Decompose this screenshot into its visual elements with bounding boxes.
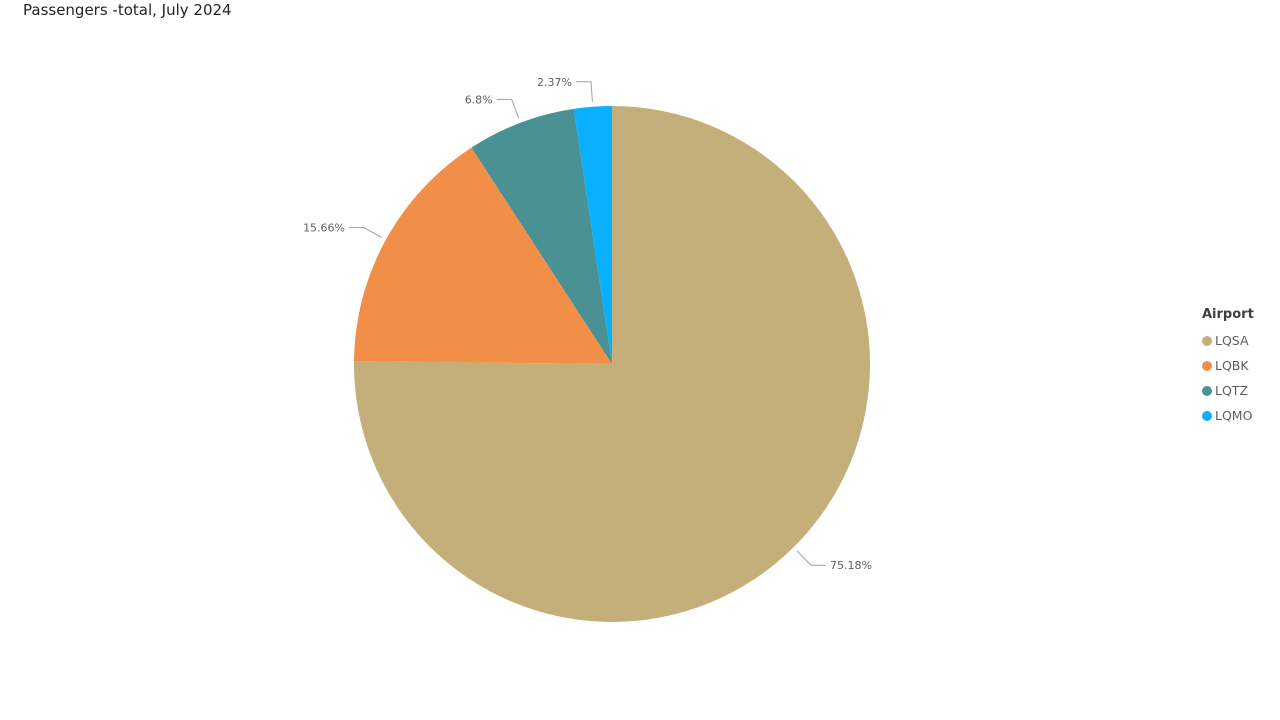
legend-title: Airport bbox=[1202, 307, 1254, 322]
leader-line bbox=[796, 550, 827, 566]
data-label: 2.37% bbox=[537, 76, 572, 89]
pie-slice-lqtz[interactable] bbox=[471, 108, 612, 364]
legend-marker bbox=[1202, 410, 1212, 421]
legend-marker bbox=[1202, 385, 1212, 396]
data-label: 15.66% bbox=[303, 222, 345, 235]
legend-label: LQBK bbox=[1215, 358, 1249, 373]
data-label: 75.18% bbox=[830, 559, 872, 572]
legend-item-lqbk[interactable]: LQBK bbox=[1202, 353, 1254, 378]
leader-line bbox=[575, 81, 593, 102]
chart-title: Passengers -total, July 2024 bbox=[23, 1, 232, 19]
legend-marker bbox=[1202, 335, 1212, 346]
legend-item-lqmo[interactable]: LQMO bbox=[1202, 403, 1254, 428]
pie-slice-lqbk[interactable] bbox=[354, 147, 612, 364]
pie-slice-lqmo[interactable] bbox=[573, 106, 612, 364]
legend-item-lqtz[interactable]: LQTZ bbox=[1202, 378, 1254, 403]
data-label: 6.8% bbox=[465, 93, 493, 106]
legend-marker bbox=[1202, 360, 1212, 371]
leader-line bbox=[349, 227, 382, 238]
legend-label: LQTZ bbox=[1215, 383, 1249, 398]
legend-item-lqsa[interactable]: LQSA bbox=[1202, 328, 1254, 353]
legend: Airport LQSA LQBK LQTZ LQMO bbox=[1202, 307, 1254, 428]
leader-line bbox=[496, 98, 520, 119]
legend-label: LQSA bbox=[1215, 333, 1249, 348]
legend-label: LQMO bbox=[1215, 408, 1253, 423]
